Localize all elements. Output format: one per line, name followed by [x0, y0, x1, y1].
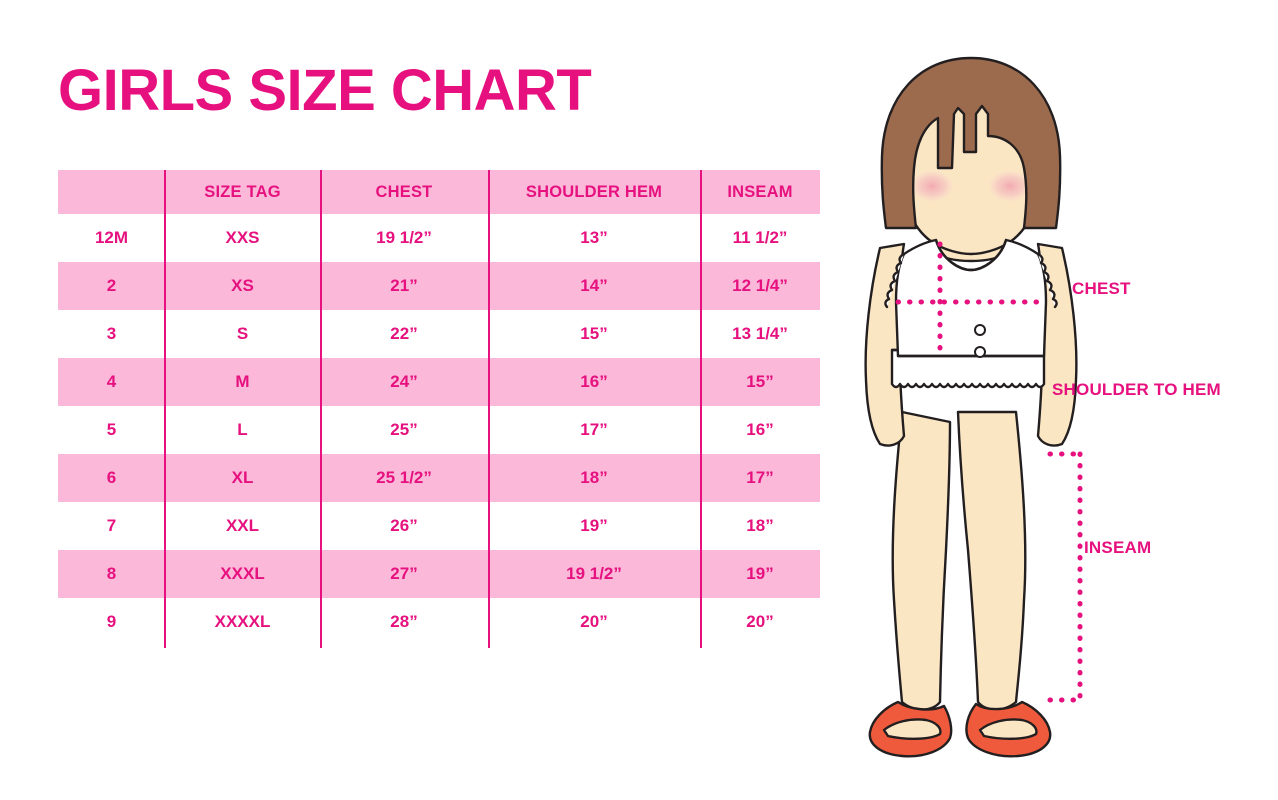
cell-size: 7	[58, 502, 165, 550]
cell-size-tag: XXS	[165, 214, 320, 262]
cell-shoulder-hem: 19 1/2”	[488, 550, 700, 598]
cell-size: 8	[58, 550, 165, 598]
cell-chest: 25 1/2”	[320, 454, 488, 502]
cell-size: 5	[58, 406, 165, 454]
column-header-chest: CHEST	[320, 170, 488, 214]
column-divider-1	[164, 170, 166, 648]
cell-inseam: 18”	[700, 502, 820, 550]
cell-chest: 24”	[320, 358, 488, 406]
cell-shoulder-hem: 13”	[488, 214, 700, 262]
table-header-row: SIZE TAG CHEST SHOULDER HEM INSEAM	[58, 170, 820, 214]
cell-size: 12M	[58, 214, 165, 262]
cell-size-tag: XL	[165, 454, 320, 502]
cell-chest: 28”	[320, 598, 488, 646]
table-row: 7 XXL 26” 19” 18”	[58, 502, 820, 550]
table-row: 5 L 25” 17” 16”	[58, 406, 820, 454]
cell-size: 3	[58, 310, 165, 358]
cell-shoulder-hem: 14”	[488, 262, 700, 310]
cell-shoulder-hem: 18”	[488, 454, 700, 502]
cell-size: 4	[58, 358, 165, 406]
girl-figure-illustration	[840, 40, 1120, 780]
cell-size-tag: XXXL	[165, 550, 320, 598]
page-title: GIRLS SIZE CHART	[58, 58, 592, 123]
cell-chest: 27”	[320, 550, 488, 598]
size-chart-table-wrap: SIZE TAG CHEST SHOULDER HEM INSEAM 12M X…	[58, 170, 820, 648]
cell-size: 9	[58, 598, 165, 646]
cell-chest: 26”	[320, 502, 488, 550]
column-header-shoulder-hem: SHOULDER HEM	[488, 170, 700, 214]
cell-size-tag: XXL	[165, 502, 320, 550]
column-header-size	[58, 170, 165, 214]
cell-size-tag: L	[165, 406, 320, 454]
inseam-guide-bracket	[1047, 451, 1085, 703]
cell-shoulder-hem: 20”	[488, 598, 700, 646]
table-row: 12M XXS 19 1/2” 13” 11 1/2”	[58, 214, 820, 262]
size-chart-table: SIZE TAG CHEST SHOULDER HEM INSEAM 12M X…	[58, 170, 820, 646]
cell-inseam: 13 1/4”	[700, 310, 820, 358]
cell-size: 2	[58, 262, 165, 310]
cell-chest: 19 1/2”	[320, 214, 488, 262]
cell-size-tag: XXXXL	[165, 598, 320, 646]
cell-inseam: 15”	[700, 358, 820, 406]
cell-chest: 22”	[320, 310, 488, 358]
cell-shoulder-hem: 15”	[488, 310, 700, 358]
cell-size: 6	[58, 454, 165, 502]
column-divider-3	[488, 170, 490, 648]
table-row: 6 XL 25 1/2” 18” 17”	[58, 454, 820, 502]
shoes-shape	[868, 700, 1052, 758]
cell-chest: 25”	[320, 406, 488, 454]
cell-size-tag: S	[165, 310, 320, 358]
hair-shape	[880, 56, 1062, 230]
column-divider-2	[320, 170, 322, 648]
cell-inseam: 19”	[700, 550, 820, 598]
measure-label-shoulder-to-hem: SHOULDER TO HEM	[1052, 380, 1221, 399]
cell-shoulder-hem: 19”	[488, 502, 700, 550]
blouse-shape	[884, 238, 1058, 358]
cell-inseam: 11 1/2”	[700, 214, 820, 262]
cell-inseam: 20”	[700, 598, 820, 646]
measure-label-chest: CHEST	[1072, 279, 1131, 298]
column-header-inseam: INSEAM	[700, 170, 820, 214]
table-row: 9 XXXXL 28” 20” 20”	[58, 598, 820, 646]
cell-size-tag: M	[165, 358, 320, 406]
cell-shoulder-hem: 16”	[488, 358, 700, 406]
measure-label-inseam: INSEAM	[1084, 538, 1152, 557]
table-row: 2 XS 21” 14” 12 1/4”	[58, 262, 820, 310]
cell-inseam: 12 1/4”	[700, 262, 820, 310]
cell-inseam: 17”	[700, 454, 820, 502]
table-row: 8 XXXL 27” 19 1/2” 19”	[58, 550, 820, 598]
cell-size-tag: XS	[165, 262, 320, 310]
cell-inseam: 16”	[700, 406, 820, 454]
legs-shape	[891, 410, 1027, 711]
column-divider-4	[700, 170, 702, 648]
table-row: 3 S 22” 15” 13 1/4”	[58, 310, 820, 358]
cell-chest: 21”	[320, 262, 488, 310]
column-header-size-tag: SIZE TAG	[165, 170, 320, 214]
table-row: 4 M 24” 16” 15”	[58, 358, 820, 406]
cell-shoulder-hem: 17”	[488, 406, 700, 454]
measurement-guides	[895, 241, 1047, 361]
